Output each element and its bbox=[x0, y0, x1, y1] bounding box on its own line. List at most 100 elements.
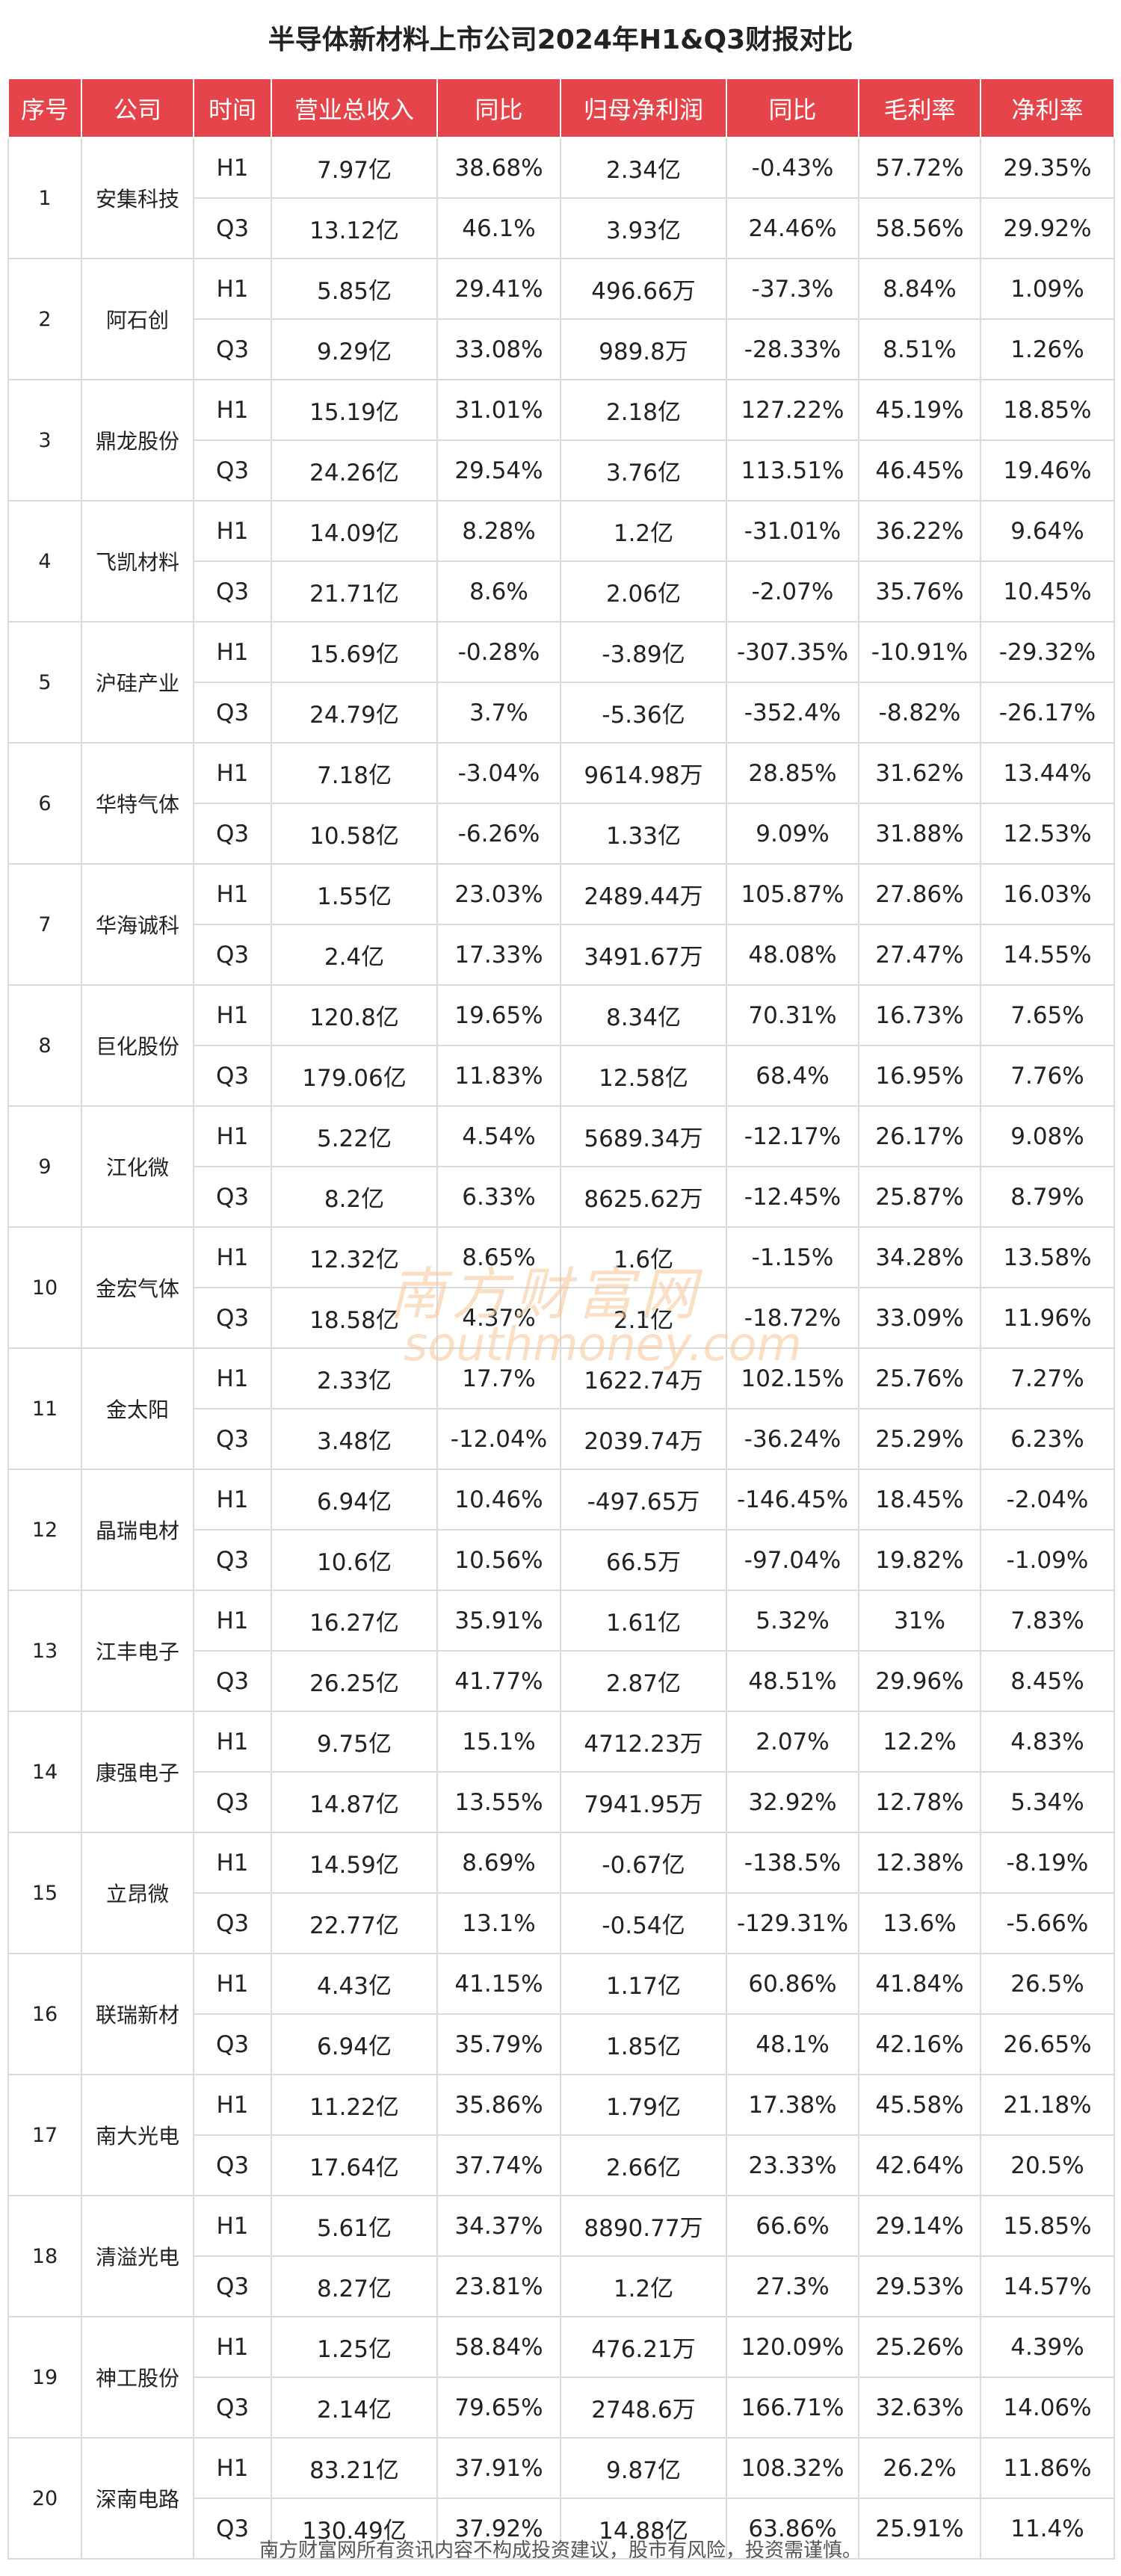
cell-gross-margin: 27.86% bbox=[858, 863, 981, 925]
cell-company: 华特气体 bbox=[81, 742, 194, 865]
cell-net-profit: 2.18亿 bbox=[560, 379, 727, 441]
cell-net-margin: -29.32% bbox=[980, 621, 1115, 683]
table-row: Q3 10.6亿 10.56% 66.5万 -97.04% 19.82% -1.09% bbox=[8, 1529, 1115, 1591]
financial-table: 序号 公司 时间 营业总收入 同比 归母净利润 同比 毛利率 净利率 1 安集科技… bbox=[7, 78, 1115, 2560]
cell-gross-margin: 58.56% bbox=[858, 197, 981, 259]
cell-net-profit: 2.66亿 bbox=[560, 2134, 727, 2196]
header-profit-yoy: 同比 bbox=[726, 78, 859, 138]
cell-profit-yoy: -129.31% bbox=[726, 1892, 859, 1954]
table-row: 10 金宏气体 H1 12.32亿 8.65% 1.6亿 -1.15% 34.28% 13.58… bbox=[7, 1226, 1115, 1349]
cell-revenue-yoy: 10.46% bbox=[436, 1468, 561, 1531]
cell-net-profit: 7941.95万 bbox=[560, 1771, 727, 1833]
cell-gross-margin: 26.2% bbox=[858, 2437, 981, 2499]
cell-gross-margin: 25.76% bbox=[858, 1347, 981, 1409]
cell-net-margin: 11.96% bbox=[980, 1287, 1115, 1349]
cell-net-margin: 11.4% bbox=[980, 2498, 1115, 2560]
cell-company: 康强电子 bbox=[81, 1711, 194, 1833]
cell-net-margin: -1.09% bbox=[980, 1529, 1115, 1591]
cell-period: H1 bbox=[193, 2437, 272, 2499]
table-row: 2 阿石创 H1 5.85亿 29.41% 496.66万 -37.3% 8.84% 1.09% bbox=[7, 258, 1115, 380]
table-row: 16 联瑞新材 H1 4.43亿 41.15% 1.17亿 60.86% 41.84% 26.5… bbox=[7, 1953, 1115, 2075]
table-row: 6 华特气体 H1 7.18亿 -3.04% 9614.98万 28.85% 31.62% 13… bbox=[7, 742, 1115, 865]
cell-profit-yoy: 28.85% bbox=[726, 742, 859, 804]
footer-disclaimer: 南方财富网所有资讯内容不构成投资建议，股市有风险，投资需谨慎。 bbox=[259, 2539, 862, 2562]
cell-net-profit: 1.61亿 bbox=[560, 1590, 727, 1652]
cell-revenue: 14.59亿 bbox=[271, 1832, 438, 1894]
cell-revenue-yoy: 4.37% bbox=[436, 1287, 561, 1349]
cell-net-profit: -5.36亿 bbox=[560, 682, 727, 744]
cell-revenue-yoy: 35.86% bbox=[436, 2074, 561, 2136]
page-title: 半导体新材料上市公司2024年H1&Q3财报对比 bbox=[268, 25, 853, 55]
cell-revenue-yoy: 23.81% bbox=[436, 2255, 561, 2317]
cell-period: H1 bbox=[193, 1105, 272, 1167]
cell-period: H1 bbox=[193, 742, 272, 804]
cell-period: H1 bbox=[193, 621, 272, 683]
cell-net-margin: 14.57% bbox=[980, 2255, 1115, 2317]
cell-revenue-yoy: 10.56% bbox=[436, 1529, 561, 1591]
cell-net-profit: 496.66万 bbox=[560, 258, 727, 320]
cell-net-profit: 2.87亿 bbox=[560, 1650, 727, 1712]
cell-revenue: 16.27亿 bbox=[271, 1590, 438, 1652]
cell-revenue: 17.64亿 bbox=[271, 2134, 438, 2196]
cell-revenue-yoy: 8.6% bbox=[436, 560, 561, 623]
cell-company: 安集科技 bbox=[81, 137, 194, 259]
cell-net-margin: 7.83% bbox=[980, 1590, 1115, 1652]
cell-period: H1 bbox=[193, 258, 272, 320]
cell-net-profit: 1.17亿 bbox=[560, 1953, 727, 2015]
cell-net-margin: 14.55% bbox=[980, 924, 1115, 986]
cell-net-margin: -8.19% bbox=[980, 1832, 1115, 1894]
cell-gross-margin: 25.29% bbox=[858, 1408, 981, 1470]
cell-index: 6 bbox=[7, 742, 82, 865]
cell-period: H1 bbox=[193, 1468, 272, 1531]
cell-profit-yoy: 5.32% bbox=[726, 1590, 859, 1652]
cell-profit-yoy: -352.4% bbox=[726, 682, 859, 744]
table-row: 7 华海诚科 H1 1.55亿 23.03% 2489.44万 105.87% 27.86% 1… bbox=[7, 863, 1115, 986]
cell-index: 8 bbox=[7, 984, 82, 1107]
cell-net-profit: 2489.44万 bbox=[560, 863, 727, 925]
table-row: 13 江丰电子 H1 16.27亿 35.91% 1.61亿 5.32% 31% 7.83% bbox=[7, 1590, 1115, 1712]
cell-period: H1 bbox=[193, 2195, 272, 2257]
header-revenue-yoy: 同比 bbox=[436, 78, 561, 138]
cell-net-margin: 7.27% bbox=[980, 1347, 1115, 1409]
cell-net-margin: 26.65% bbox=[980, 2013, 1115, 2075]
cell-profit-yoy: 48.1% bbox=[726, 2013, 859, 2075]
cell-revenue: 1.25亿 bbox=[271, 2316, 438, 2378]
cell-revenue: 6.94亿 bbox=[271, 2013, 438, 2075]
cell-revenue: 14.87亿 bbox=[271, 1771, 438, 1833]
cell-revenue-yoy: 37.74% bbox=[436, 2134, 561, 2196]
cell-period: Q3 bbox=[193, 1166, 272, 1228]
cell-revenue-yoy: -6.26% bbox=[436, 803, 561, 865]
table-row: Q3 3.48亿 -12.04% 2039.74万 -36.24% 25.29% 6.23% bbox=[8, 1408, 1115, 1470]
cell-profit-yoy: 166.71% bbox=[726, 2376, 859, 2438]
cell-period: Q3 bbox=[193, 560, 272, 623]
cell-profit-yoy: 102.15% bbox=[726, 1347, 859, 1409]
cell-net-margin: -5.66% bbox=[980, 1892, 1115, 1954]
cell-net-profit: 4712.23万 bbox=[560, 1711, 727, 1773]
cell-revenue-yoy: 3.7% bbox=[436, 682, 561, 744]
cell-index: 5 bbox=[7, 621, 82, 744]
cell-revenue-yoy: 79.65% bbox=[436, 2376, 561, 2438]
cell-profit-yoy: 113.51% bbox=[726, 439, 859, 501]
cell-profit-yoy: 70.31% bbox=[726, 984, 859, 1046]
cell-revenue: 6.94亿 bbox=[271, 1468, 438, 1531]
table-row: 15 立昂微 H1 14.59亿 8.69% -0.67亿 -138.5% 12.38% -8.… bbox=[7, 1832, 1115, 1954]
header-period: 时间 bbox=[193, 78, 272, 138]
cell-gross-margin: -8.82% bbox=[858, 682, 981, 744]
cell-profit-yoy: -2.07% bbox=[726, 560, 859, 623]
table-row: 17 南大光电 H1 11.22亿 35.86% 1.79亿 17.38% 45.58% 21.… bbox=[7, 2074, 1115, 2196]
table-row: Q3 130.49亿 37.92% 14.88亿 63.86% 25.91% 11.4% bbox=[8, 2498, 1115, 2560]
cell-revenue: 5.61亿 bbox=[271, 2195, 438, 2257]
cell-period: Q3 bbox=[193, 318, 272, 380]
table-row: Q3 14.87亿 13.55% 7941.95万 32.92% 12.78% 5.34% bbox=[8, 1771, 1115, 1833]
cell-period: H1 bbox=[193, 1953, 272, 2015]
cell-net-margin: 6.23% bbox=[980, 1408, 1115, 1470]
table-body: 1 安集科技 H1 7.97亿 38.68% 2.34亿 -0.43% 57.72% 29.35… bbox=[7, 137, 1115, 2560]
cell-profit-yoy: 23.33% bbox=[726, 2134, 859, 2196]
cell-profit-yoy: -97.04% bbox=[726, 1529, 859, 1591]
cell-gross-margin: -10.91% bbox=[858, 621, 981, 683]
table-row: 1 安集科技 H1 7.97亿 38.68% 2.34亿 -0.43% 57.72% 29.35… bbox=[7, 137, 1115, 259]
cell-net-profit: -0.67亿 bbox=[560, 1832, 727, 1894]
cell-company: 深南电路 bbox=[81, 2437, 194, 2560]
cell-gross-margin: 31.62% bbox=[858, 742, 981, 804]
cell-revenue: 10.58亿 bbox=[271, 803, 438, 865]
